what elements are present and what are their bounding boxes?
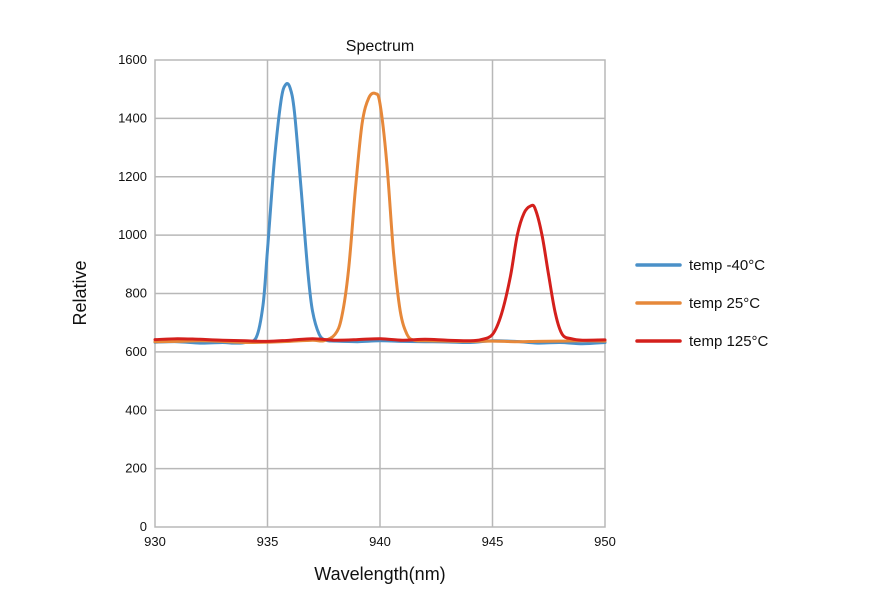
x-tick-label: 940 <box>369 534 391 549</box>
chart-title: Spectrum <box>346 38 414 55</box>
x-tick-label: 950 <box>594 534 616 549</box>
x-axis-title: Wavelength(nm) <box>314 564 445 584</box>
y-tick-label: 1200 <box>118 169 147 184</box>
y-tick-label: 200 <box>125 461 147 476</box>
legend-label-2: temp 125°C <box>689 333 769 350</box>
y-tick-label: 0 <box>140 519 147 534</box>
x-tick-label: 935 <box>257 534 279 549</box>
legend-label-1: temp 25°C <box>689 295 760 312</box>
series-line-2 <box>153 203 607 343</box>
y-tick-label: 1400 <box>118 110 147 125</box>
y-axis-ticks: 0 200 400 600 800 1000 1200 1400 1600 <box>118 52 147 534</box>
series-layer <box>153 82 607 346</box>
x-axis-ticks: 930 935 940 945 950 <box>144 534 616 549</box>
grid-lines <box>155 60 605 527</box>
y-axis-title: Relative <box>70 260 90 325</box>
x-tick-label: 930 <box>144 534 166 549</box>
y-tick-label: 800 <box>125 286 147 301</box>
legend: temp -40°C temp 25°C temp 125°C <box>635 257 769 350</box>
y-tick-label: 1000 <box>118 227 147 242</box>
x-tick-label: 945 <box>482 534 504 549</box>
legend-label-0: temp -40°C <box>689 257 765 274</box>
y-tick-label: 400 <box>125 402 147 417</box>
y-tick-label: 1600 <box>118 52 147 67</box>
y-tick-label: 600 <box>125 344 147 359</box>
